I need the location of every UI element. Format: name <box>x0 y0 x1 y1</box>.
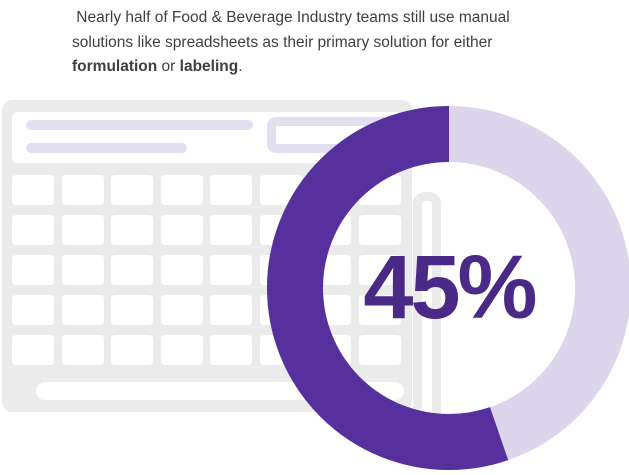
sheet-cell <box>358 335 401 365</box>
sheet-cell <box>358 295 401 325</box>
sheet-cell <box>160 255 203 285</box>
intro-bold-formulation: formulation <box>72 58 158 75</box>
sheet-cell <box>358 255 401 285</box>
intro-bold-labeling: labeling <box>179 58 239 75</box>
sheet-cell <box>61 175 104 205</box>
donut-arc-highlight <box>267 106 629 470</box>
sheet-cell <box>12 215 54 245</box>
sheet-cell <box>12 335 54 365</box>
sheet-cell <box>111 295 153 325</box>
sheet-cell <box>160 215 203 245</box>
intro-line-2: solutions like spreadsheets as their pri… <box>72 33 493 51</box>
intro-text: Nearly half of Food & Beverage Industry … <box>72 6 532 80</box>
back-sheet-column-outline <box>413 192 441 437</box>
header-text-placeholder-bar <box>26 120 253 130</box>
sheet-cell <box>210 335 252 365</box>
header-text-placeholder-bar <box>26 143 187 153</box>
sheet-cell <box>111 215 153 245</box>
sheet-cell <box>210 175 252 205</box>
sheet-cell <box>12 175 54 205</box>
sheet-cell <box>61 295 104 325</box>
sheet-cell <box>61 215 104 245</box>
sheet-cell <box>61 255 104 285</box>
sheet-cell <box>12 255 54 285</box>
sheet-cell <box>111 175 153 205</box>
sheet-cell <box>210 295 252 325</box>
sheet-cell <box>210 255 252 285</box>
intro-line-3-end: . <box>238 58 243 75</box>
sheet-cell <box>111 255 153 285</box>
donut-value-label: 45% <box>363 238 537 338</box>
sheet-cell <box>61 335 104 365</box>
donut-chart <box>267 106 629 470</box>
sheet-cell <box>12 295 54 325</box>
intro-line-3-mid: or <box>157 58 180 75</box>
intro-line-3: formulation or labeling. <box>72 55 532 80</box>
sheet-cell <box>160 175 203 205</box>
sheet-cell <box>111 335 153 365</box>
intro-line-1: Nearly half of Food & Beverage Industry … <box>72 9 510 26</box>
sheet-cell <box>358 215 401 245</box>
sheet-cell <box>160 335 203 365</box>
sheet-cell <box>210 215 252 245</box>
sheet-cell <box>160 295 203 325</box>
